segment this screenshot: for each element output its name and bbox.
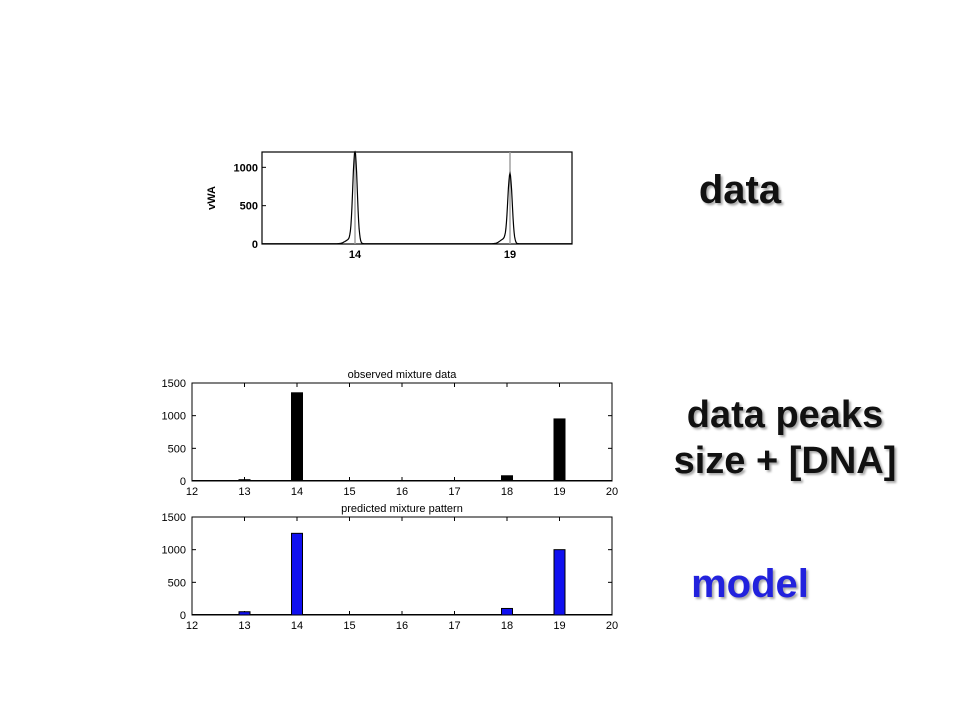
- observed-chart-xtick-label: 12: [186, 486, 198, 498]
- electropherogram-ytick-label: 1000: [234, 162, 258, 174]
- data-label: data: [698, 168, 782, 212]
- electropherogram-ytick-label: 500: [240, 201, 258, 213]
- data-peaks-label: data peaks size + [DNA]: [630, 392, 940, 484]
- observed-chart-bar: [501, 475, 513, 482]
- observed-chart-bar: [553, 418, 566, 482]
- predicted-chart-xtick-label: 20: [606, 620, 618, 632]
- predicted-chart-title: predicted mixture pattern: [341, 503, 463, 515]
- predicted-chart-xtick-label: 12: [186, 620, 198, 632]
- predicted-chart-xtick-label: 18: [501, 620, 513, 632]
- observed-chart-ytick-label: 500: [168, 443, 186, 455]
- observed-chart-frame: [191, 382, 613, 482]
- predicted-chart-bar: [501, 607, 513, 616]
- data-peaks-line2: size + [DNA]: [673, 440, 897, 482]
- observed-chart-xtick-label: 15: [343, 486, 355, 498]
- predicted-chart-ytick-label: 1000: [162, 545, 186, 557]
- observed-chart-xtick-label: 20: [606, 486, 618, 498]
- predicted-chart-ytick-label: 0: [180, 610, 186, 622]
- data-peaks-line1: data peaks: [686, 394, 884, 436]
- observed-chart-title: observed mixture data: [348, 369, 458, 381]
- predicted-chart-ytick-label: 500: [168, 577, 186, 589]
- observed-chart-xtick-label: 13: [238, 486, 250, 498]
- predicted-chart-xtick-label: 19: [553, 620, 565, 632]
- predicted-chart-ytick-label: 1500: [162, 512, 186, 524]
- observed-chart-xtick-label: 17: [448, 486, 460, 498]
- observed-chart-xtick-label: 19: [553, 486, 565, 498]
- observed-chart-ytick-label: 0: [180, 476, 186, 488]
- observed-chart-xtick-label: 14: [291, 486, 303, 498]
- observed-chart-ytick-label: 1500: [162, 378, 186, 390]
- predicted-chart-xtick-label: 14: [291, 620, 303, 632]
- observed-chart-bar: [291, 392, 303, 482]
- predicted-chart-xtick-label: 15: [343, 620, 355, 632]
- predicted-chart-xtick-label: 16: [396, 620, 408, 632]
- observed-chart-xtick-label: 16: [396, 486, 408, 498]
- predicted-chart-bar: [291, 532, 303, 616]
- model-label: model: [691, 562, 809, 606]
- observed-chart-ytick-label: 1000: [162, 411, 186, 423]
- electropherogram-trace: [262, 150, 572, 245]
- predicted-chart-frame: [191, 516, 613, 616]
- electropherogram-ytick-label: 0: [252, 239, 258, 251]
- predicted-chart-xtick-label: 17: [448, 620, 460, 632]
- predicted-chart-xtick-label: 13: [238, 620, 250, 632]
- electropherogram-frame: [261, 151, 573, 245]
- predicted-chart-bar: [553, 549, 566, 616]
- electropherogram-xtick-label: 14: [349, 249, 362, 261]
- predicted-chart-bar: [238, 611, 251, 616]
- electropherogram-ylabel: vWA: [206, 186, 218, 210]
- electropherogram-xtick-label: 19: [504, 249, 516, 261]
- observed-chart-xtick-label: 18: [501, 486, 513, 498]
- observed-chart-bar: [238, 479, 251, 482]
